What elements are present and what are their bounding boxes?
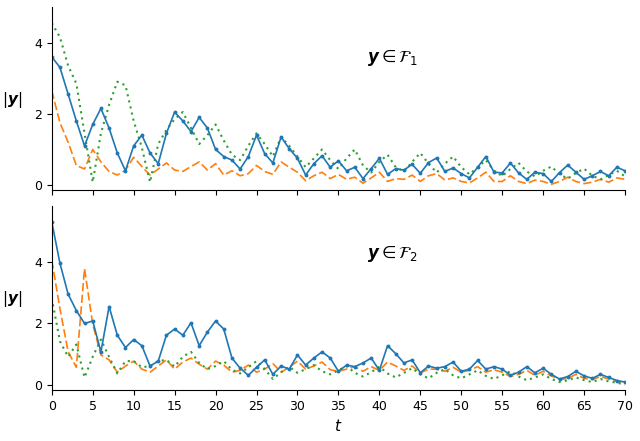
Text: $\boldsymbol{y} \in \mathcal{F}_1$: $\boldsymbol{y} \in \mathcal{F}_1$ bbox=[367, 48, 419, 68]
Y-axis label: $|\boldsymbol{y}|$: $|\boldsymbol{y}|$ bbox=[1, 289, 22, 309]
X-axis label: $t$: $t$ bbox=[334, 418, 342, 434]
Text: $\boldsymbol{y} \in \mathcal{F}_2$: $\boldsymbol{y} \in \mathcal{F}_2$ bbox=[367, 244, 418, 264]
Y-axis label: $|\boldsymbol{y}|$: $|\boldsymbol{y}|$ bbox=[1, 90, 22, 110]
